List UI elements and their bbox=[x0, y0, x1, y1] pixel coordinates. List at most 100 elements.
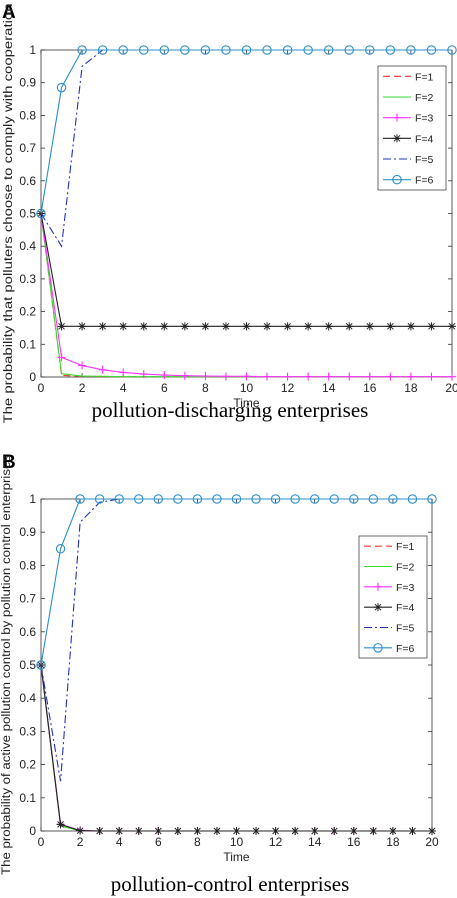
series-f-6 bbox=[36, 494, 437, 670]
x-tick-label: 20 bbox=[425, 835, 439, 849]
data-point bbox=[231, 494, 242, 504]
data-point bbox=[388, 827, 397, 835]
data-point bbox=[263, 372, 272, 381]
x-tick-label: 6 bbox=[155, 835, 162, 849]
legend-marker bbox=[392, 174, 402, 185]
data-point bbox=[118, 45, 128, 55]
data-point bbox=[77, 45, 87, 55]
data-point bbox=[242, 372, 251, 381]
data-point bbox=[232, 827, 241, 835]
legend: F=1 F=2 F=3 F=4 F=5 F=6 bbox=[377, 65, 447, 191]
data-point bbox=[97, 45, 108, 55]
y-tick-label: 0.3 bbox=[19, 272, 36, 286]
y-tick-label: 0.1 bbox=[19, 791, 36, 805]
data-point bbox=[212, 827, 221, 835]
data-point bbox=[56, 820, 65, 829]
data-point bbox=[365, 322, 374, 331]
data-point bbox=[407, 494, 418, 504]
data-point bbox=[55, 544, 66, 554]
data-point bbox=[283, 372, 292, 381]
data-point bbox=[56, 82, 67, 93]
data-point bbox=[221, 372, 230, 381]
y-tick-label: 0 bbox=[29, 370, 36, 384]
data-point bbox=[119, 368, 128, 377]
data-point bbox=[385, 45, 396, 55]
data-point bbox=[251, 494, 261, 504]
data-point bbox=[330, 827, 339, 835]
panel-caption: pollution-control enterprises bbox=[111, 872, 350, 896]
x-tick-label: 8 bbox=[194, 835, 201, 849]
data-point bbox=[153, 494, 164, 504]
x-tick-label: 10 bbox=[230, 835, 244, 849]
data-point bbox=[139, 370, 148, 379]
panel-caption: pollution-discharging enterprises bbox=[92, 398, 369, 422]
y-tick-label: 0.2 bbox=[19, 758, 36, 772]
data-point bbox=[427, 322, 436, 331]
data-point bbox=[406, 372, 415, 381]
data-point bbox=[448, 372, 456, 381]
x-tick-label: 16 bbox=[363, 381, 377, 395]
data-point bbox=[160, 322, 169, 331]
data-point bbox=[36, 208, 46, 219]
data-point bbox=[76, 826, 85, 835]
x-tick-label: 0 bbox=[38, 835, 45, 849]
data-point bbox=[212, 494, 222, 504]
y-tick-label: 0 bbox=[29, 824, 36, 838]
y-tick-label: 0.5 bbox=[19, 658, 36, 672]
data-point bbox=[78, 322, 87, 331]
data-point bbox=[78, 361, 87, 370]
data-point bbox=[329, 494, 339, 504]
data-point bbox=[345, 372, 354, 381]
series-f-3 bbox=[37, 209, 456, 381]
data-point bbox=[323, 45, 334, 55]
series-f-6 bbox=[36, 45, 457, 219]
data-point bbox=[386, 322, 395, 331]
data-point bbox=[262, 45, 272, 55]
data-point bbox=[427, 372, 436, 381]
legend-entry: F=1 bbox=[396, 541, 415, 553]
data-point bbox=[221, 45, 231, 55]
x-tick-label: 8 bbox=[202, 381, 209, 395]
x-tick-label: 2 bbox=[79, 381, 86, 395]
data-point bbox=[242, 322, 251, 331]
data-point bbox=[448, 322, 456, 331]
y-tick-label: 0.5 bbox=[19, 207, 36, 221]
panel-b: B 0 2 4 6 8 10 12 14 16 18 20 0 0.1 0.2 0.3 0.4 0.5 0.6 0.7… bbox=[1, 452, 439, 896]
panel-letter: B bbox=[2, 452, 16, 473]
data-point bbox=[241, 45, 252, 55]
y-tick-label: 1 bbox=[29, 43, 36, 57]
data-point bbox=[283, 322, 292, 331]
data-point bbox=[115, 827, 124, 835]
data-point bbox=[252, 827, 261, 835]
y-tick-label: 0.7 bbox=[19, 141, 36, 155]
data-point bbox=[344, 45, 354, 55]
data-point bbox=[324, 322, 333, 331]
data-point bbox=[270, 494, 281, 504]
data-point bbox=[447, 45, 457, 55]
legend-entry: F=5 bbox=[415, 154, 434, 166]
series-line bbox=[40, 498, 432, 666]
x-tick-label: 4 bbox=[120, 381, 127, 395]
data-point bbox=[271, 827, 280, 835]
y-tick-label: 0.8 bbox=[19, 108, 36, 122]
data-point bbox=[369, 827, 378, 835]
data-point bbox=[349, 494, 359, 504]
legend-box bbox=[377, 65, 447, 191]
data-point bbox=[98, 365, 107, 374]
x-axis-label: Time bbox=[233, 396, 260, 410]
data-point bbox=[427, 494, 437, 504]
data-point bbox=[200, 45, 211, 55]
data-point bbox=[98, 322, 107, 331]
data-point bbox=[173, 494, 183, 504]
y-tick-label: 0.3 bbox=[19, 724, 36, 738]
x-tick-label: 10 bbox=[240, 381, 254, 395]
legend: F=1 F=2 F=3 F=4 F=5 F=6 bbox=[358, 535, 428, 659]
y-tick-label: 0.1 bbox=[19, 337, 36, 351]
data-point bbox=[426, 45, 437, 55]
data-point bbox=[201, 372, 210, 381]
data-point bbox=[428, 827, 436, 835]
data-point bbox=[368, 494, 379, 504]
legend-marker bbox=[374, 603, 382, 612]
data-point bbox=[201, 322, 210, 331]
data-point bbox=[282, 45, 293, 55]
